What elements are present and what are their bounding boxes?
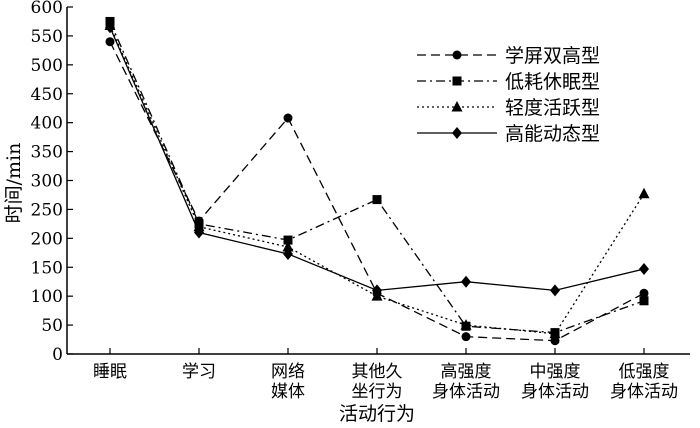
data-point — [549, 327, 561, 339]
data-point — [638, 187, 650, 199]
y-tick-label: 100 — [31, 287, 63, 307]
x-axis-title: 活动行为 — [339, 403, 415, 425]
y-tick-label: 150 — [31, 258, 63, 278]
legend-entry: 学屏双高型 — [417, 45, 600, 67]
data-point — [372, 284, 382, 297]
data-point — [283, 235, 293, 245]
x-tick-label: 网络媒体 — [271, 362, 305, 402]
y-tick-label: 200 — [31, 229, 63, 249]
y-axis-title: 时间/min — [3, 143, 25, 224]
y-tick-label: 400 — [31, 114, 63, 134]
x-tick-label: 高强度身体活动 — [432, 362, 500, 402]
data-point — [461, 275, 471, 288]
y-tick-label: 50 — [41, 316, 63, 336]
data-point — [639, 296, 649, 306]
legend-label: 轻度活跃型 — [505, 97, 600, 119]
data-point — [639, 288, 649, 298]
data-point — [194, 226, 204, 239]
y-tick-label: 350 — [31, 143, 63, 163]
legend-label: 高能动态型 — [505, 123, 600, 145]
x-tick-label: 中强度身体活动 — [521, 362, 589, 402]
legend-label: 低耗休眠型 — [505, 71, 600, 93]
y-tick-label: 450 — [31, 85, 63, 105]
legend-label: 学屏双高型 — [505, 45, 600, 67]
legend-marker — [452, 127, 462, 139]
legend-entry: 低耗休眠型 — [417, 71, 600, 93]
x-tick-label: 低强度身体活动 — [610, 362, 678, 402]
y-axis-ticks: 0 50 100 150 200 250 300 350 400 450 500 550 600 — [31, 0, 73, 365]
series-4 — [105, 21, 649, 297]
data-point — [105, 21, 115, 34]
series-layer — [104, 16, 650, 346]
data-point — [105, 37, 115, 47]
y-tick-label: 0 — [52, 345, 63, 365]
y-tick-label: 600 — [31, 0, 63, 18]
y-tick-label: 250 — [31, 200, 63, 220]
data-point — [461, 332, 471, 342]
x-tick-label: 睡眠 — [93, 362, 127, 382]
x-tick-label: 学习 — [182, 362, 216, 382]
legend-marker — [452, 76, 462, 86]
data-point — [283, 113, 293, 123]
y-tick-label: 300 — [31, 172, 63, 192]
data-point — [193, 220, 205, 232]
legend-marker — [451, 101, 463, 112]
y-tick-label: 550 — [31, 27, 63, 47]
data-point — [282, 241, 294, 252]
data-point — [550, 336, 560, 346]
data-point — [639, 262, 649, 275]
x-tick-label: 其他久坐行为 — [352, 362, 403, 402]
legend-entry: 高能动态型 — [417, 123, 600, 145]
legend-marker — [452, 50, 462, 60]
data-point — [550, 284, 560, 297]
data-point — [283, 247, 293, 260]
data-point — [372, 195, 382, 205]
y-tick-label: 500 — [31, 56, 63, 76]
data-point — [460, 319, 472, 330]
legend-entry: 轻度活跃型 — [417, 97, 600, 119]
